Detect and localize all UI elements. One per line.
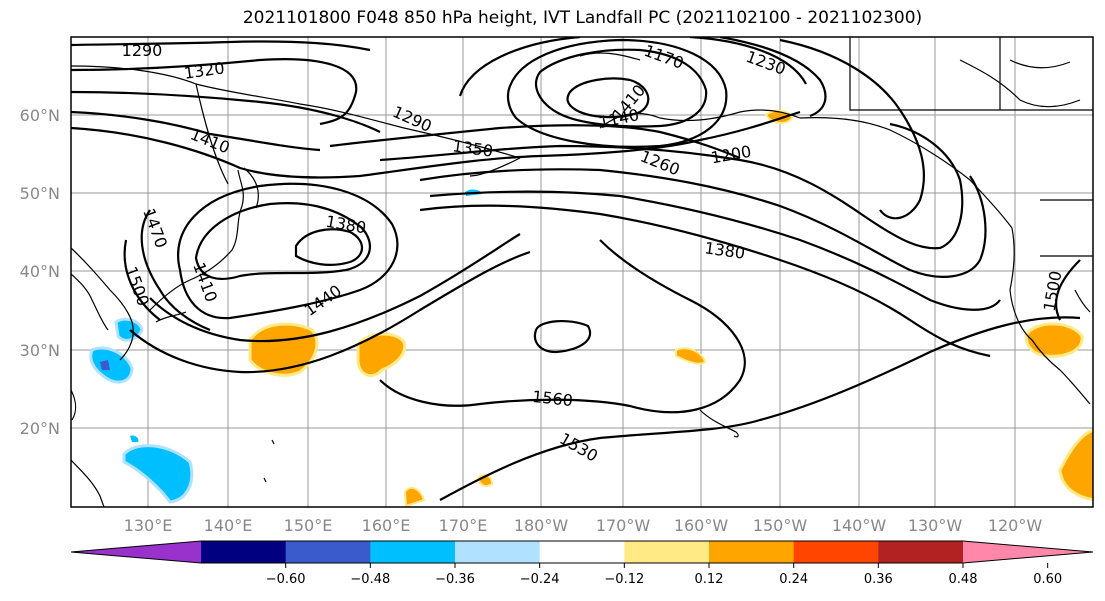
lon-label: 170°W <box>596 516 651 535</box>
colorbar-tick-label: −0.60 <box>266 572 306 587</box>
colorbar: −0.60 −0.48 −0.36 −0.24 −0.12 0.12 0.24 0.36 0.4… <box>70 540 1094 587</box>
contour-label: 1290 <box>122 41 163 60</box>
colorbar-extend-max <box>963 541 1093 563</box>
ivt-patch <box>248 322 319 377</box>
lon-label: 160°E <box>362 516 411 535</box>
colorbar-segment <box>878 541 964 563</box>
colorbar-tick-label: 0.36 <box>864 572 893 587</box>
lat-label: 40°N <box>20 262 60 281</box>
lon-label: 130°E <box>124 516 173 535</box>
latitude-labels: 60°N 50°N 40°N 30°N 20°N <box>20 106 60 438</box>
colorbar-tick-label: −0.12 <box>604 572 644 587</box>
ivt-patch <box>356 332 407 378</box>
map-frame <box>70 36 1094 508</box>
colorbar-segment <box>624 541 710 563</box>
lon-label: 130°W <box>908 516 963 535</box>
ivt-shading <box>89 109 1093 507</box>
colorbar-tick-label: −0.36 <box>435 572 475 587</box>
ivt-patch <box>122 444 194 504</box>
lat-label: 60°N <box>20 106 60 125</box>
colorbar-segment <box>285 541 371 563</box>
ivt-patch <box>130 435 139 442</box>
colorbar-segment <box>539 541 625 563</box>
colorbar-segment <box>709 541 795 563</box>
height-contours <box>71 37 1081 501</box>
lat-label: 50°N <box>20 184 60 203</box>
lon-label: 140°E <box>204 516 253 535</box>
ivt-patch <box>403 486 426 507</box>
colorbar-segment <box>455 541 541 563</box>
colorbar-segment <box>793 541 879 563</box>
longitude-labels: 130°E 140°E 150°E 160°E 170°E 180°W 170°… <box>124 516 1043 535</box>
ivt-patch <box>100 360 110 370</box>
lon-label: 170°E <box>439 516 488 535</box>
colorbar-tick-label: −0.24 <box>520 572 560 587</box>
ivt-patch <box>1058 429 1093 502</box>
colorbar-tick-label: 0.60 <box>1033 572 1062 587</box>
lat-label: 20°N <box>20 419 60 438</box>
map-panel <box>71 37 1093 507</box>
ivt-patch <box>1024 322 1084 358</box>
colorbar-tick-label: 0.12 <box>695 572 724 587</box>
lat-label: 30°N <box>20 341 60 360</box>
lon-label: 160°W <box>674 516 729 535</box>
colorbar-tick-label: −0.48 <box>350 572 390 587</box>
lon-label: 180°W <box>514 516 569 535</box>
colorbar-segment <box>201 541 287 563</box>
colorbar-outline <box>70 540 1094 564</box>
lon-label: 150°E <box>284 516 333 535</box>
map-title: 2021101800 F048 850 hPa height, IVT Land… <box>242 8 923 28</box>
ivt-patch <box>675 347 707 365</box>
lon-label: 140°W <box>832 516 887 535</box>
colorbar-segment <box>370 541 456 563</box>
colorbar-tick-label: 0.24 <box>779 572 808 587</box>
lon-label: 150°W <box>753 516 808 535</box>
colorbar-extend-min <box>71 541 201 563</box>
ivt-patch <box>89 346 134 384</box>
contour-label: 1560 <box>531 387 573 410</box>
lon-label: 120°W <box>988 516 1043 535</box>
colorbar-tick-label: 0.48 <box>949 572 978 587</box>
